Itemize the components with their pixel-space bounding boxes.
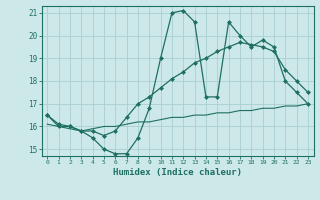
X-axis label: Humidex (Indice chaleur): Humidex (Indice chaleur) xyxy=(113,168,242,177)
